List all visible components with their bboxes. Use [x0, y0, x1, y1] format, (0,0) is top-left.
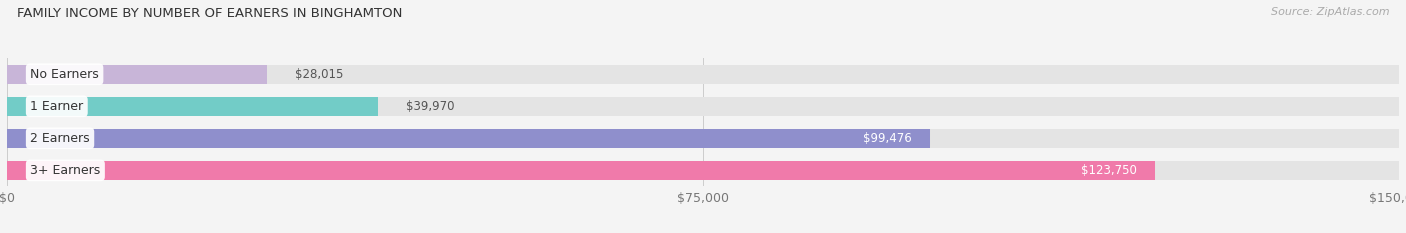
Text: $123,750: $123,750: [1081, 164, 1137, 177]
Text: Source: ZipAtlas.com: Source: ZipAtlas.com: [1271, 7, 1389, 17]
Text: $99,476: $99,476: [863, 132, 911, 145]
Bar: [7, 129, 931, 148]
Bar: [7, 97, 378, 116]
Text: FAMILY INCOME BY NUMBER OF EARNERS IN BINGHAMTON: FAMILY INCOME BY NUMBER OF EARNERS IN BI…: [17, 7, 402, 20]
Bar: [7, 161, 1156, 180]
Text: 3+ Earners: 3+ Earners: [31, 164, 100, 177]
Bar: [7, 97, 1399, 116]
Text: 2 Earners: 2 Earners: [31, 132, 90, 145]
Bar: [7, 161, 1399, 180]
Bar: [7, 65, 267, 84]
Text: $28,015: $28,015: [295, 68, 343, 81]
Text: No Earners: No Earners: [31, 68, 98, 81]
Bar: [7, 129, 1399, 148]
Bar: [7, 65, 1399, 84]
Text: 1 Earner: 1 Earner: [31, 100, 83, 113]
Text: $39,970: $39,970: [406, 100, 454, 113]
